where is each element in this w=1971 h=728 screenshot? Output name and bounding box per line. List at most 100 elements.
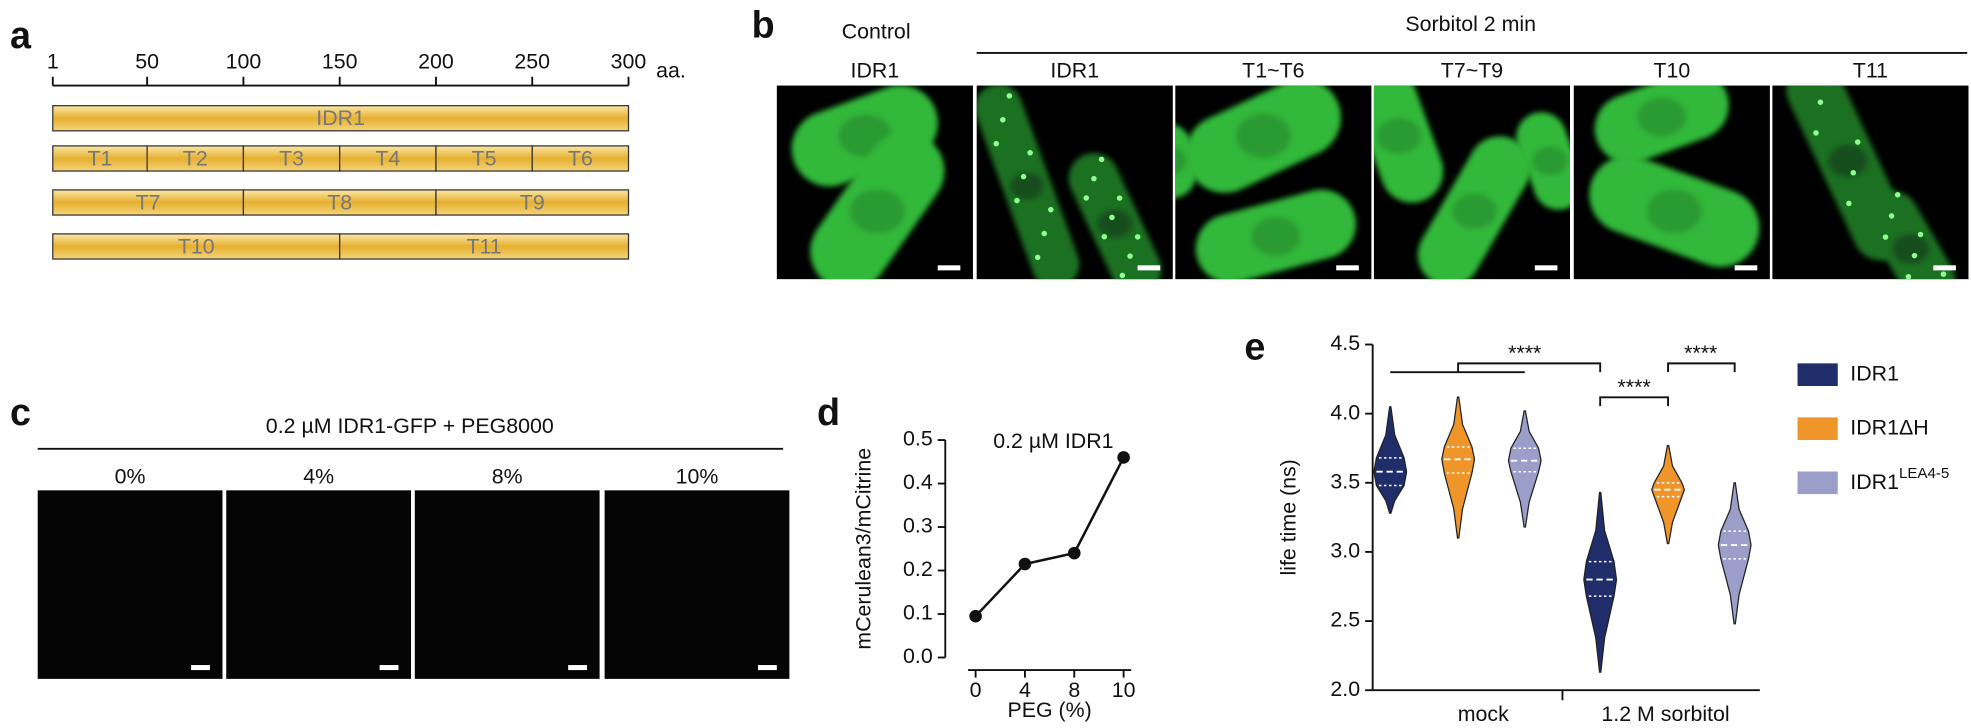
panel-label: e (1244, 326, 1265, 368)
point (1117, 451, 1130, 464)
column-label: IDR1 (851, 58, 900, 82)
construct-segment (52, 233, 341, 260)
y-axis-label: mCerulean3/mCitrine (851, 448, 875, 650)
scale-bar (379, 665, 399, 671)
significance-label: **** (1508, 341, 1541, 365)
cell (1175, 123, 1197, 199)
cells (1373, 85, 1571, 280)
point (969, 609, 982, 623)
scale-bar (1137, 265, 1161, 271)
puncta (1917, 231, 1924, 238)
construct-segment (52, 189, 245, 216)
significance-bracket (1599, 396, 1670, 407)
column-label: 10% (676, 464, 719, 488)
puncta (1101, 233, 1108, 240)
significance-bracket (1390, 362, 1602, 374)
x-tick-label: 0 (970, 678, 982, 702)
panel-label: d (817, 391, 840, 433)
segment-label: T6 (568, 146, 593, 170)
axis-tick-label: 1 (47, 50, 59, 74)
panel-title: 0.2 µM IDR1-GFP + PEG8000 (266, 414, 554, 438)
legend-swatch (1797, 363, 1838, 386)
scale-bar (1933, 265, 1956, 271)
column-label: 4% (303, 464, 334, 488)
cell-nucleus (1097, 209, 1133, 238)
puncta (1020, 173, 1027, 180)
puncta (1034, 254, 1041, 261)
segment-label: T3 (279, 146, 304, 170)
x-tick-label: 4 (1019, 678, 1031, 702)
cell-nucleus (1647, 189, 1702, 234)
scale-bar (757, 665, 777, 671)
puncta (1894, 192, 1901, 198)
legend-label: IDR1ΔH (1850, 415, 1928, 439)
line (974, 456, 1125, 618)
puncta (1888, 213, 1895, 219)
y-tick-label: 0.2 (903, 557, 933, 581)
scale-bar (1336, 265, 1359, 271)
column-label: T7~T9 (1441, 58, 1503, 82)
y-tick-label: 4.5 (1330, 331, 1360, 355)
column-label: 8% (492, 464, 523, 488)
puncta (1911, 252, 1918, 259)
column-label: T10 (1653, 58, 1690, 82)
y-tick-label: 0.4 (903, 470, 933, 494)
construct-segment (531, 145, 630, 172)
segment-label: T5 (472, 146, 497, 170)
y-tick-label: 3.0 (1330, 539, 1360, 563)
chart-title: 0.2 µM IDR1 (993, 429, 1113, 453)
cell-nucleus (1377, 118, 1422, 154)
construct-segment (146, 145, 245, 172)
puncta (1027, 150, 1033, 156)
puncta (1854, 139, 1861, 145)
legend-label-main: IDR1 (1850, 469, 1899, 493)
x-tick-label: 8 (1068, 678, 1080, 702)
puncta (1109, 214, 1115, 221)
panel-label: c (10, 391, 31, 433)
legend-label-sup: LEA4-5 (1899, 465, 1949, 482)
cells (1175, 85, 1356, 280)
violin (1651, 444, 1686, 545)
legend-swatch (1797, 471, 1838, 495)
column-label: 0% (115, 464, 146, 488)
y-tick-label: 2.5 (1330, 608, 1360, 632)
axis-unit: aa. (656, 58, 686, 82)
segment-label: T8 (327, 190, 352, 214)
cell-nucleus (1010, 172, 1044, 200)
puncta (1119, 272, 1126, 279)
puncta (1940, 271, 1947, 277)
micrograph (604, 490, 790, 679)
construct-segment (242, 145, 341, 172)
significance-bracket (1667, 362, 1736, 373)
puncta (1134, 234, 1141, 240)
cell-nucleus (1828, 145, 1868, 177)
puncta (1850, 169, 1857, 176)
puncta (1048, 206, 1054, 213)
cells (1589, 85, 1760, 268)
puncta (1116, 195, 1123, 201)
violin (1441, 396, 1476, 539)
scale-bar (937, 265, 961, 271)
construct-segment (339, 233, 630, 260)
violin (1373, 406, 1408, 514)
cell-nucleus (1175, 147, 1187, 175)
scale-bar (568, 665, 588, 671)
y-tick-label: 4.0 (1330, 400, 1360, 424)
point (1018, 557, 1032, 571)
puncta (1006, 93, 1013, 99)
axis-tick-label: 100 (226, 50, 262, 74)
micrograph (226, 490, 412, 679)
segment-label: T1 (87, 146, 112, 170)
y-tick-label: 3.5 (1330, 469, 1360, 493)
axis-tick-label: 50 (135, 50, 159, 74)
cell-nucleus (1236, 114, 1291, 158)
panel-label: a (10, 14, 32, 56)
segment-label: T4 (375, 146, 400, 170)
cell-nucleus (1251, 217, 1301, 256)
y-tick-label: 2.0 (1330, 677, 1360, 701)
construct-segment (52, 105, 630, 132)
segment-label: T10 (178, 234, 215, 258)
column-label: T11 (1853, 58, 1888, 82)
column-label: T1~T6 (1242, 58, 1304, 82)
